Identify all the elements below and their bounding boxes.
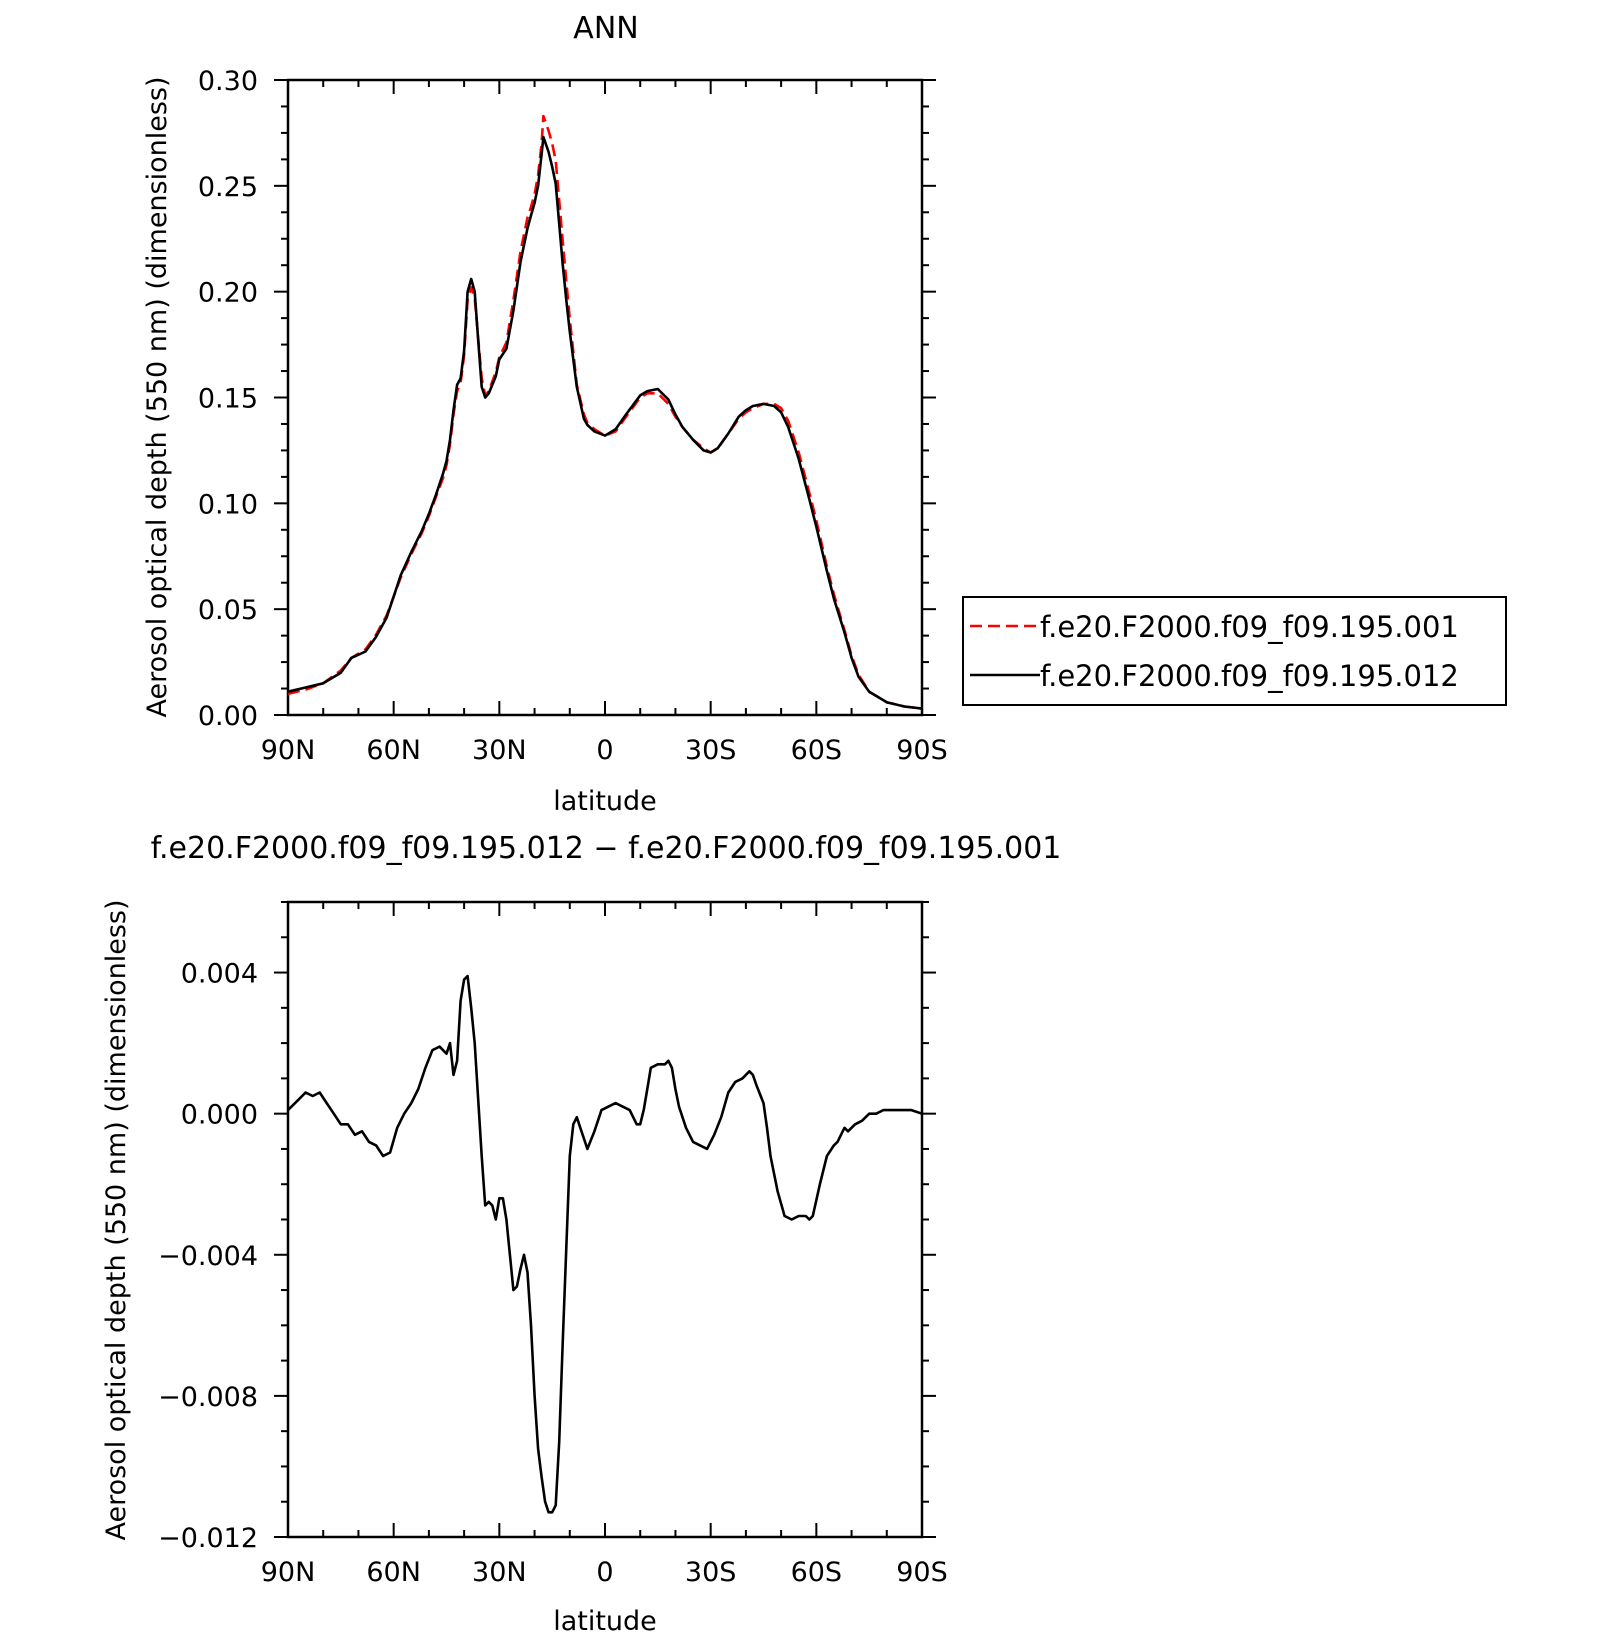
legend-box bbox=[962, 596, 1507, 706]
x-tick-label: 60S bbox=[791, 735, 843, 766]
x-tick-label: 30S bbox=[685, 735, 737, 766]
legend: f.e20.F2000.f09_f09.195.001 f.e20.F2000.… bbox=[962, 596, 1507, 706]
series-line-1 bbox=[287, 974, 923, 1514]
y-tick-label: 0.20 bbox=[198, 278, 258, 309]
top-x-axis: 90N 60N 30N 0 30S 60S 90S bbox=[261, 80, 948, 766]
bottom-panel: 90N 60N 30N 0 30S 60S 90S −0.012 −0.008 −0.004 0.… bbox=[101, 831, 1061, 1635]
y-tick-label: 0.004 bbox=[181, 959, 258, 990]
x-tick-label: 90N bbox=[261, 735, 316, 766]
bottom-x-axis: 90N 60N 30N 0 30S 60S 90S bbox=[261, 902, 948, 1588]
bottom-x-axis-label: latitude bbox=[553, 1606, 657, 1635]
x-tick-label: 90S bbox=[896, 1557, 948, 1588]
bottom-series-lines bbox=[287, 974, 923, 1514]
top-y-axis: 0.00 0.05 0.10 0.15 0.20 0.25 0.30 bbox=[198, 66, 936, 732]
series-line-2 bbox=[287, 135, 923, 710]
bottom-plot-frame bbox=[286, 900, 924, 1539]
y-tick-label: −0.012 bbox=[158, 1523, 258, 1554]
y-tick-label: 0.15 bbox=[198, 384, 258, 415]
y-tick-label: 0.30 bbox=[198, 66, 258, 97]
x-tick-label: 60N bbox=[366, 735, 421, 766]
series-line-1 bbox=[287, 114, 923, 710]
top-series-lines bbox=[287, 114, 923, 710]
y-tick-label: 0.05 bbox=[198, 595, 258, 626]
bottom-chart-title: f.e20.F2000.f09_f09.195.012 − f.e20.F200… bbox=[151, 831, 1062, 866]
legend-entry-series-1: f.e20.F2000.f09_f09.195.001 bbox=[1040, 610, 1459, 644]
bottom-y-axis: −0.012 −0.008 −0.004 0.000 0.004 bbox=[158, 901, 936, 1554]
x-tick-label: 90N bbox=[261, 1557, 316, 1588]
top-chart-title: ANN bbox=[573, 11, 638, 46]
y-tick-label: −0.008 bbox=[158, 1382, 258, 1413]
bottom-y-axis-label: Aerosol optical depth (550 nm) (dimensio… bbox=[101, 899, 132, 1540]
x-tick-label: 30N bbox=[472, 735, 527, 766]
y-tick-label: 0.10 bbox=[198, 489, 258, 520]
top-x-axis-label: latitude bbox=[553, 786, 657, 817]
x-tick-label: 30N bbox=[472, 1557, 527, 1588]
x-tick-label: 30S bbox=[685, 1557, 737, 1588]
legend-entry-series-2: f.e20.F2000.f09_f09.195.012 bbox=[1040, 659, 1459, 693]
x-tick-label: 0 bbox=[596, 1557, 613, 1588]
top-y-axis-label: Aerosol optical depth (550 nm) (dimensio… bbox=[142, 76, 173, 717]
y-tick-label: −0.004 bbox=[158, 1241, 258, 1272]
y-tick-label: 0.00 bbox=[198, 701, 258, 732]
top-panel: ANN 90N 60N 30N 0 30S 60S 90S 0.00 0.05 0.10 0.15… bbox=[142, 11, 1507, 817]
y-tick-label: 0.000 bbox=[181, 1100, 258, 1131]
x-tick-label: 60N bbox=[366, 1557, 421, 1588]
x-tick-label: 90S bbox=[896, 735, 948, 766]
y-tick-label: 0.25 bbox=[198, 172, 258, 203]
x-tick-label: 60S bbox=[791, 1557, 843, 1588]
x-tick-label: 0 bbox=[596, 735, 613, 766]
